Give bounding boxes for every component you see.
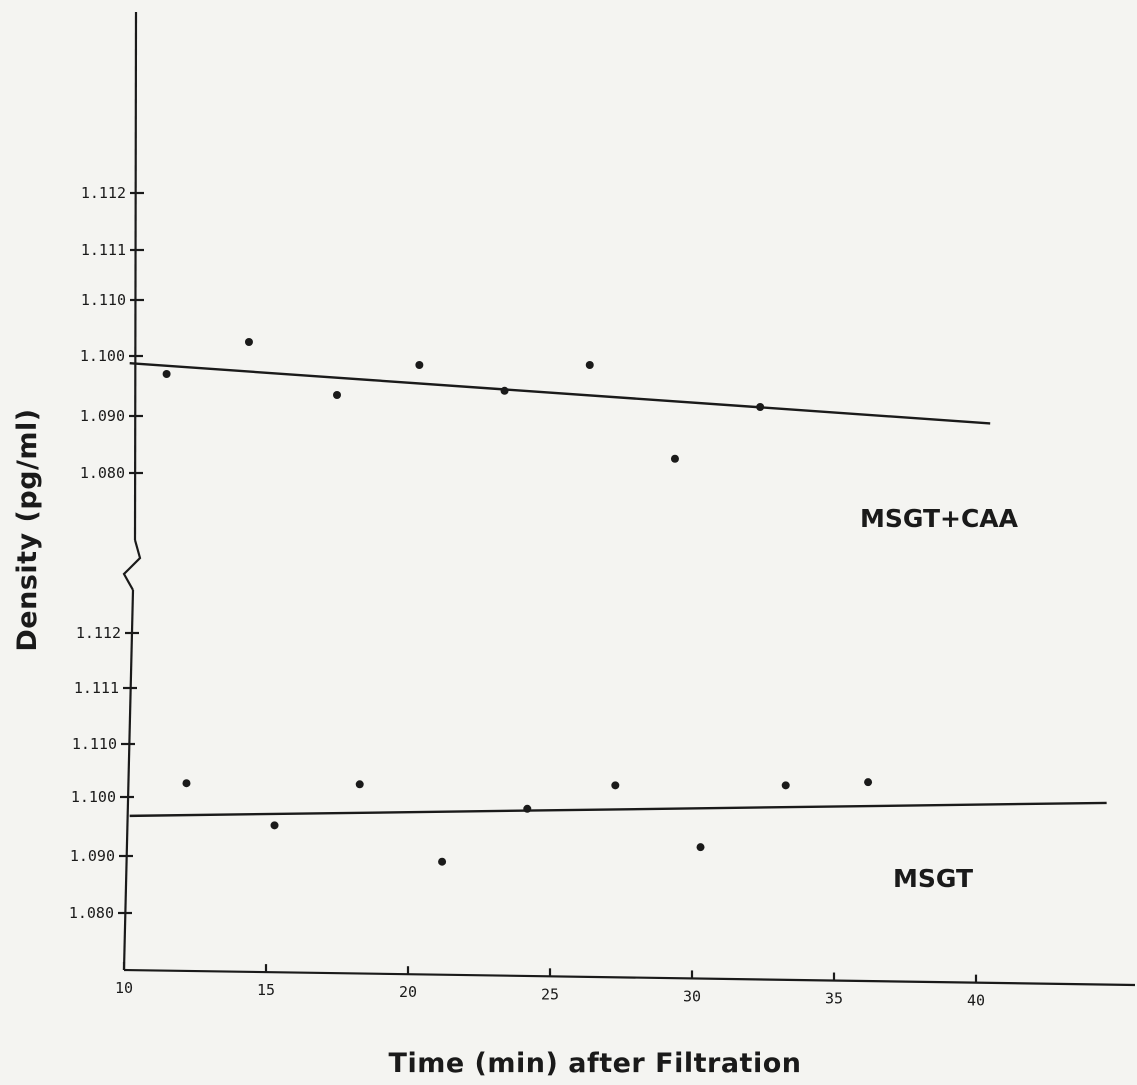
x-tick-label: 40 [967,992,985,1010]
x-ticks: 10 15 20 25 30 35 40 [115,962,985,1010]
data-point-msgt [864,778,873,787]
data-point-msgt [270,821,279,830]
x-axis [123,968,1136,987]
y-tick-label-lower: 1.110 [72,735,117,753]
series-label-msgt-caa: MSGT+CAA [860,504,1019,533]
data-point-msgt-caa [415,361,424,369]
x-axis-title: Time (min) after Filtration [389,1048,802,1079]
data-point-msgt-caa [756,403,765,411]
data-point-msgt [355,780,364,789]
y-ticks-lower: 1.080 1.090 1.100 1.110 1.111 1.112 [69,624,139,922]
data-point-msgt-caa [333,391,341,399]
y-axis-upper [133,11,138,541]
y-tick-label-upper: 1.080 [80,464,125,482]
data-point-msgt [611,781,620,790]
y-tick-label-upper: 1.090 [80,407,125,425]
y-tick-label-upper: 1.111 [81,241,126,259]
y-tick-label-upper: 1.110 [81,291,126,309]
data-point-msgt [696,843,705,852]
fit-line-msgt [129,801,1107,818]
fit-line-msgt-caa [129,362,991,425]
data-point-msgt [781,781,790,790]
y-tick-label-lower: 1.112 [76,624,121,642]
x-tick-label: 35 [825,990,843,1008]
y-tick-label-upper: 1.112 [81,184,126,202]
y-tick-label-lower: 1.100 [71,788,116,806]
x-tick-label: 25 [541,985,559,1003]
x-tick-label: 10 [115,979,133,997]
data-point-msgt-caa [162,370,171,378]
x-tick-label: 20 [399,983,417,1001]
y-tick-label-lower: 1.111 [74,679,119,697]
data-point-msgt-caa [670,454,679,463]
data-point-msgt-caa [585,361,594,369]
data-point-msgt-caa [500,386,509,395]
data-point-msgt [523,804,532,813]
series-label-msgt: MSGT [893,864,973,893]
y-tick-label-lower: 1.090 [70,847,115,865]
y-ticks-upper: 1.080 1.090 1.100 1.110 1.111 1.112 [80,184,144,482]
y-axis-break [122,539,142,591]
y-axis-title: Density (pg/ml) [12,408,43,651]
data-point-msgt-caa [244,338,253,346]
data-point-msgt [182,779,191,788]
data-point-msgt [438,857,447,866]
y-tick-label-upper: 1.100 [80,347,125,365]
x-tick-label: 15 [257,981,275,999]
y-tick-label-lower: 1.080 [69,904,114,922]
x-tick-label: 30 [683,987,701,1005]
y-axis-lower [122,589,135,971]
series-layer [129,338,1107,866]
